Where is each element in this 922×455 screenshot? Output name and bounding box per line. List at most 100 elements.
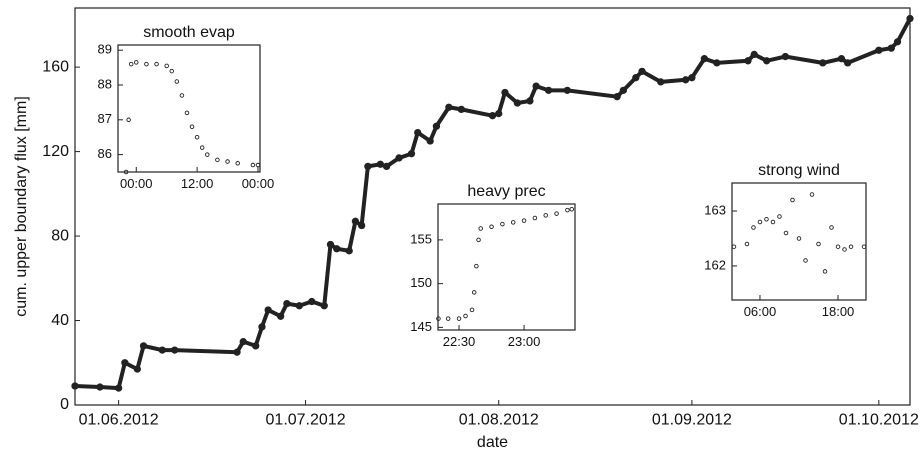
data-point [128,61,134,67]
y-tick-label: 0 [60,396,69,413]
y-tick-label: 145 [410,319,432,334]
y-tick-label: 40 [51,312,69,329]
data-point [844,59,852,67]
y-tick-label: 89 [98,42,112,57]
data-point [763,57,771,65]
data-point [532,82,540,90]
data-point [750,50,758,59]
data-point [121,359,129,367]
data-point [819,59,827,67]
data-point [139,342,148,350]
data-point [521,218,527,223]
data-point [842,247,847,252]
plot-frame [437,203,576,331]
data-point [326,240,335,249]
data-point [783,230,789,236]
data-point [445,316,451,321]
data-point [471,290,477,295]
x-tick-label: 01.08.2012 [459,411,539,428]
data-point [751,225,756,230]
x-tick-label: 22:30 [443,334,476,349]
data-point [474,263,479,269]
plot-frame [731,182,867,301]
data-point [164,63,169,69]
data-point [682,76,690,84]
data-point [154,61,159,67]
data-point [333,245,341,253]
data-point [158,346,166,354]
data-point [456,316,462,321]
data-point [835,244,841,249]
data-point [189,124,195,130]
x-tick-label: 06:00 [744,304,777,319]
data-point [382,162,391,171]
data-point [837,55,846,63]
y-tick-label: 160 [42,58,69,75]
data-point [790,197,795,203]
data-point [351,217,360,225]
data-point [906,14,914,23]
x-tick-label: 01.06.2012 [79,411,159,428]
y-tick-label: 150 [410,275,432,290]
data-point [700,55,709,63]
data-point [264,306,272,314]
data-point [565,207,570,213]
data-point [822,269,828,274]
data-point [657,78,665,86]
x-tick-label: 01.09.2012 [652,411,732,428]
data-point [513,99,522,107]
data-point [816,241,821,247]
data-point [205,152,210,157]
data-point [764,217,769,222]
y-tick-label: 88 [98,76,112,91]
data-point [250,162,256,168]
y-tick-label: 80 [51,227,69,244]
data-point [861,244,867,249]
data-point [757,219,763,225]
x-tick-label: 01.10.2012 [839,411,919,428]
data-point [184,110,190,116]
data-point [848,244,854,249]
data-point [463,313,468,319]
x-tick-label: 00:00 [120,176,153,191]
inset-title: heavy prec [467,183,545,200]
data-point [532,215,538,221]
data-point [134,60,139,65]
data-point [235,161,240,166]
data-point [252,342,260,350]
data-point [123,169,129,175]
data-point [445,103,453,111]
data-point [875,46,883,54]
data-point [255,162,261,168]
y-tick-label: 155 [410,231,432,246]
data-point [829,225,834,230]
data-point [777,214,782,219]
data-point [500,221,505,227]
data-point [744,241,750,247]
data-point [179,93,185,98]
inset-title: smooth evap [143,24,235,41]
data-point [258,323,266,331]
data-point [688,74,696,82]
data-point [770,219,776,225]
data-point [276,312,285,320]
data-point [283,299,291,308]
data-point [345,247,353,255]
data-point [501,88,509,97]
data-point [114,384,123,392]
data-point [488,112,497,120]
data-point [619,86,628,95]
data-point [407,150,416,158]
data-point [71,382,79,390]
x-axis-label: date [477,434,508,451]
data-point [194,134,200,140]
data-point [215,157,220,163]
data-point [478,226,483,231]
data-point [632,74,640,82]
data-point [169,68,175,74]
data-point [96,383,104,391]
x-tick-label: 01.07.2012 [266,411,346,428]
data-point [133,365,141,373]
data-point [809,192,815,197]
